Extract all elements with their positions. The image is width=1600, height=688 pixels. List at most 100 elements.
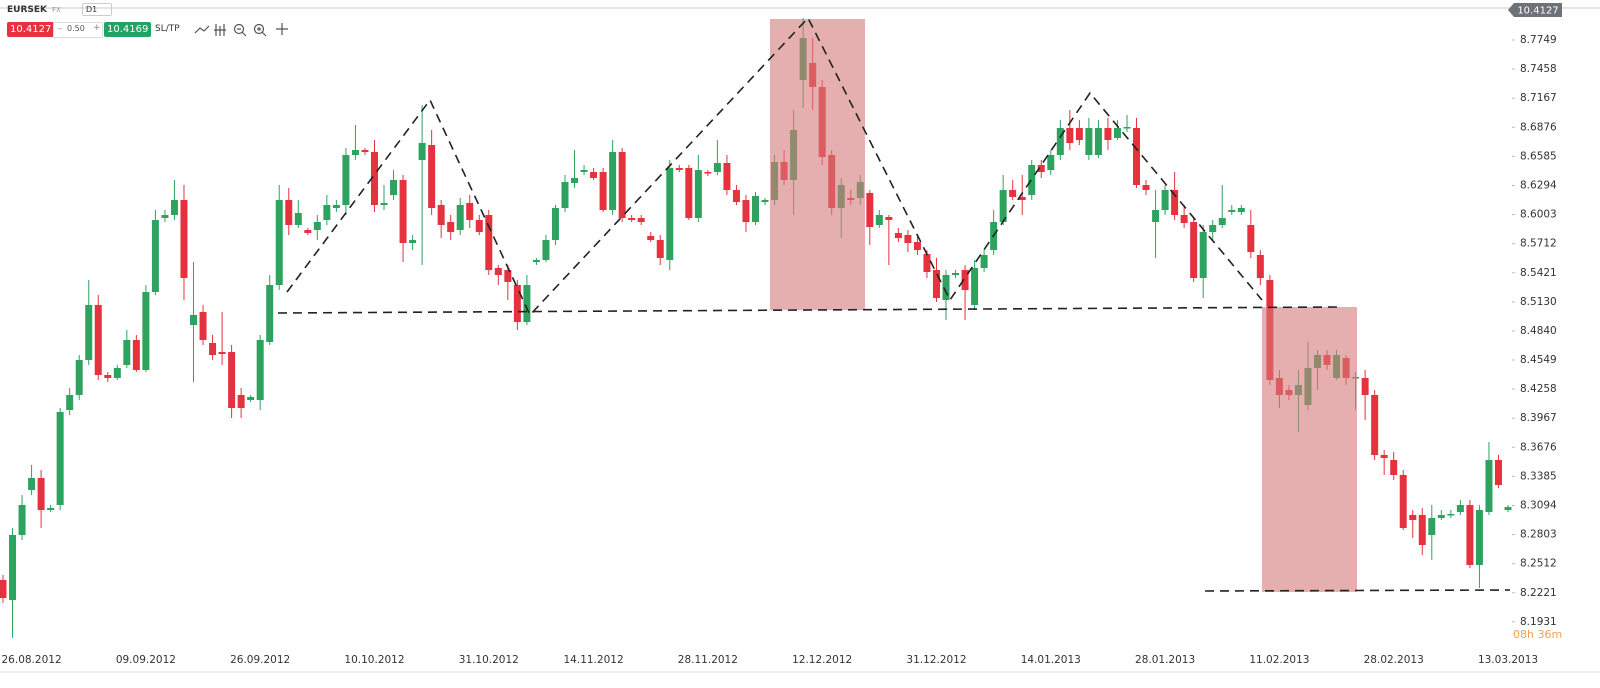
candle-body	[961, 270, 969, 290]
candle-body	[532, 260, 540, 262]
candle-body	[113, 368, 121, 378]
candle-body	[447, 222, 455, 232]
candle-body	[732, 190, 740, 202]
symbol[interactable]: EURSEK	[7, 5, 47, 15]
candle-body	[370, 152, 378, 205]
icon-zoom-out[interactable]	[233, 23, 245, 35]
candle-body	[428, 145, 436, 208]
spread-plus[interactable]: +	[93, 23, 101, 33]
candle-body	[913, 242, 921, 250]
candle-body	[1371, 395, 1379, 455]
candle-body	[399, 180, 407, 243]
candle-body	[932, 270, 940, 298]
candle-body	[104, 375, 112, 378]
candle-body	[456, 205, 464, 230]
candle-body	[409, 240, 417, 243]
y-tick-label: 8.6585	[1520, 150, 1557, 162]
spread-box	[53, 22, 103, 38]
candle-body	[1085, 128, 1093, 155]
x-tick-label: 13.03.2013	[1478, 654, 1538, 666]
x-tick-label: 28.02.2013	[1364, 654, 1424, 666]
candle-body	[123, 340, 131, 365]
candle-body	[866, 193, 874, 227]
candle-body	[247, 397, 255, 400]
candle-body	[313, 222, 321, 230]
candle-body	[523, 285, 531, 322]
candle-body	[304, 230, 312, 233]
candle-body	[599, 172, 607, 210]
icon-zoom-out-detail	[237, 28, 247, 37]
sltp[interactable]: SL/TP	[155, 24, 180, 34]
x-tick-label: 26.08.2012	[2, 654, 62, 666]
candle-body	[475, 220, 483, 232]
candle-body	[1152, 210, 1160, 222]
candle-body	[1228, 210, 1236, 212]
x-tick-label: 31.12.2012	[906, 654, 966, 666]
candle-body	[1009, 190, 1017, 197]
candle-body	[132, 340, 140, 370]
x-tick-label: 14.01.2013	[1021, 654, 1081, 666]
candle-body	[1380, 455, 1388, 458]
candle-body	[266, 285, 274, 342]
x-tick-label: 26.09.2012	[230, 654, 290, 666]
candle-body	[561, 182, 569, 208]
candle-body	[437, 205, 445, 225]
y-tick-label: 8.2803	[1520, 529, 1557, 541]
candle-body	[761, 200, 769, 202]
candle-body	[952, 273, 960, 275]
candle-body	[218, 352, 226, 354]
candle-body	[1018, 197, 1026, 200]
icon-zoom-in[interactable]	[253, 23, 265, 35]
candle-body	[723, 163, 731, 190]
y-tick-label: 8.5712	[1520, 238, 1557, 250]
candle-body	[971, 268, 979, 305]
candle-body	[275, 200, 283, 285]
candle-body	[1142, 185, 1150, 190]
icon-line[interactable]	[194, 25, 210, 34]
candle-body	[494, 268, 502, 275]
y-tick-label: 8.4840	[1520, 325, 1557, 337]
candle-body	[980, 255, 988, 268]
candle-body	[161, 215, 169, 218]
candle-body	[1256, 255, 1264, 278]
candle-body	[694, 170, 702, 218]
candle-body	[1418, 515, 1426, 545]
candle-body	[209, 343, 217, 355]
candle-body	[1437, 515, 1445, 518]
timeframe[interactable]: D1	[82, 3, 113, 16]
buy-price[interactable]: 10.4169	[104, 22, 152, 37]
candle-body	[1171, 190, 1179, 215]
price-flag-shape	[1508, 3, 1562, 17]
toolbar: EURSEK FX D1 10.4127 – 0.50 + 10.4169 SL…	[0, 0, 320, 40]
candle-body	[1399, 475, 1407, 528]
candle-body	[1475, 510, 1483, 565]
candle-body	[1047, 155, 1055, 170]
candle-body	[1056, 128, 1064, 155]
candle-body	[1075, 128, 1083, 140]
candle-body	[1066, 128, 1074, 143]
icon-indicators[interactable]	[214, 24, 226, 36]
icon-crosshair[interactable]	[276, 23, 288, 35]
candle-body	[752, 196, 759, 222]
candle-body	[742, 200, 750, 222]
candle-body	[18, 505, 26, 535]
x-tick-label: 11.02.2013	[1249, 654, 1309, 666]
candle-body	[542, 240, 550, 260]
sell-price[interactable]: 10.4127	[7, 22, 55, 37]
candle-body	[1409, 515, 1417, 520]
candle-body	[704, 172, 712, 174]
candle-body	[666, 168, 674, 260]
zigzag-line	[286, 16, 1263, 317]
candle-body	[1361, 378, 1369, 395]
candle-body	[1247, 225, 1255, 252]
x-tick-label: 09.09.2012	[116, 654, 176, 666]
target-line	[1204, 589, 1511, 592]
spread: 0.50	[67, 24, 85, 33]
price-flag: 10.4127	[1508, 3, 1562, 17]
x-tick-label: 12.12.2012	[792, 654, 852, 666]
spread-minus[interactable]: –	[58, 24, 63, 34]
y-tick-label: 8.3967	[1520, 412, 1557, 424]
y-tick-label: 8.3094	[1520, 500, 1557, 512]
candle-body	[485, 215, 493, 270]
